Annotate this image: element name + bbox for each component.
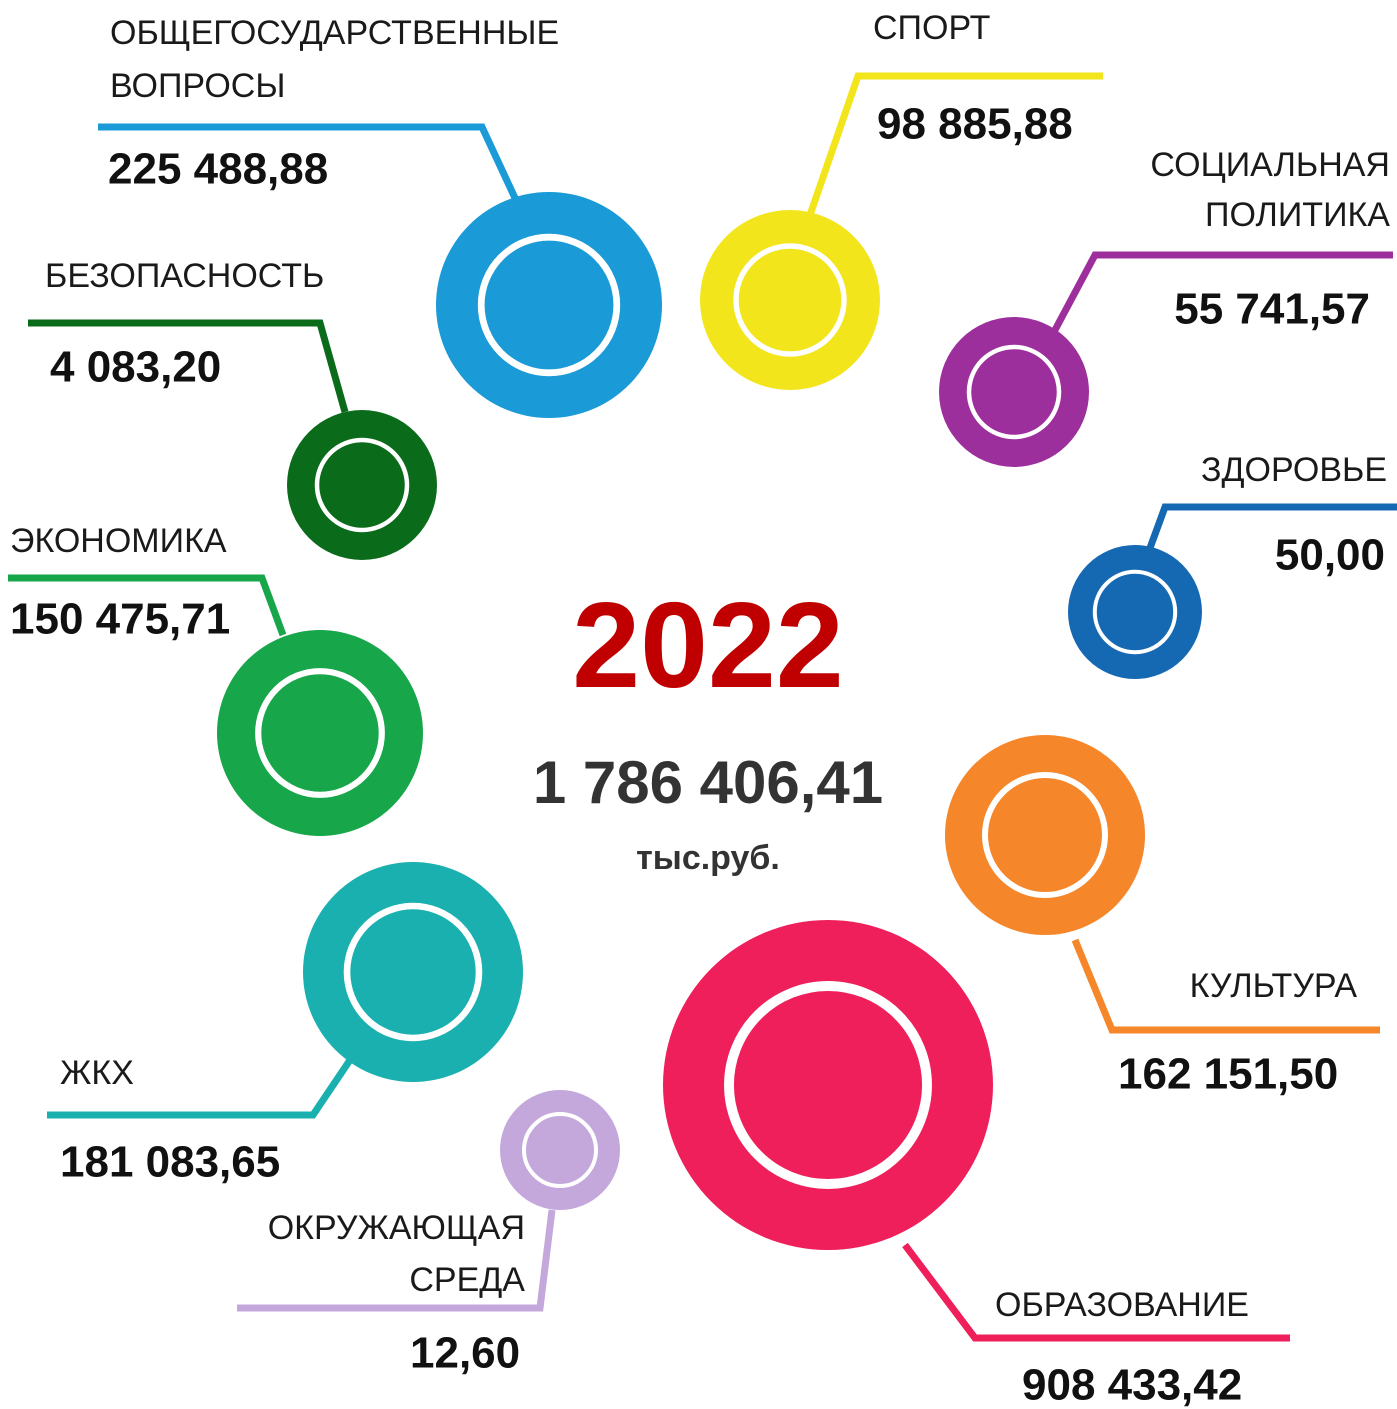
- category-label: ЗДОРОВЬЕ: [1201, 451, 1387, 489]
- leader-line: [237, 1209, 556, 1312]
- category-value: 150 475,71: [10, 595, 230, 644]
- category-circle: [945, 735, 1145, 935]
- category-label: СОЦИАЛЬНАЯ: [1150, 146, 1390, 184]
- leader-line: [1051, 251, 1393, 332]
- category-label: КУЛЬТУРА: [1190, 967, 1358, 1005]
- category-value: 162 151,50: [1118, 1050, 1338, 1099]
- category-icon: [522, 1112, 598, 1188]
- leader-line: [98, 123, 519, 200]
- category-label: ЖКХ: [60, 1054, 134, 1092]
- category-label: ПОЛИТИКА: [1205, 196, 1390, 234]
- category-value: 181 083,65: [60, 1138, 280, 1187]
- category-icon: [982, 772, 1108, 898]
- total: 1 786 406,41: [533, 749, 883, 816]
- unit: тыс.руб.: [636, 839, 780, 877]
- category-value: 908 433,42: [1022, 1361, 1242, 1409]
- category-icon: [724, 981, 932, 1189]
- category-value: 4 083,20: [50, 343, 221, 392]
- category-value: 225 488,88: [108, 145, 328, 194]
- category-circle: [303, 862, 523, 1082]
- category-icon: [966, 344, 1062, 440]
- category-icon: [255, 668, 385, 798]
- category-value: 98 885,88: [877, 100, 1073, 149]
- category-circle: [700, 210, 880, 390]
- category-label: СПОРТ: [873, 9, 990, 47]
- category-icon: [477, 233, 621, 377]
- category-value: 50,00: [1275, 531, 1385, 580]
- category-icon: [733, 243, 847, 357]
- leader-line: [47, 1058, 353, 1119]
- leader-line: [902, 1242, 1290, 1342]
- category-icon: [1092, 569, 1178, 655]
- category-icon: [314, 437, 410, 533]
- category-circle: [663, 920, 993, 1250]
- leader-line: [1146, 503, 1397, 550]
- category-label: ВОПРОСЫ: [110, 67, 285, 105]
- category-circle: [217, 630, 423, 836]
- category-label: БЕЗОПАСНОСТЬ: [45, 257, 324, 295]
- category-value: 55 741,57: [1174, 285, 1370, 334]
- leader-line: [806, 72, 1103, 217]
- category-circle: [1068, 545, 1202, 679]
- category-icon: [343, 902, 483, 1042]
- category-circle: [939, 317, 1089, 467]
- category-label: ЭКОНОМИКА: [10, 522, 227, 560]
- year: 2022: [572, 577, 843, 713]
- category-circle: [287, 410, 437, 560]
- category-circle: [500, 1090, 620, 1210]
- category-value: 12,60: [410, 1329, 520, 1378]
- leader-line: [1071, 938, 1380, 1034]
- category-circle: [436, 192, 662, 418]
- category-label: ОКРУЖАЮЩАЯ: [268, 1209, 525, 1247]
- leader-line: [28, 319, 349, 413]
- category-label: СРЕДА: [409, 1261, 525, 1299]
- leader-line: [8, 574, 287, 637]
- category-label: ОБЩЕГОСУДАРСТВЕННЫЕ: [110, 14, 559, 52]
- category-label: ОБРАЗОВАНИЕ: [995, 1286, 1249, 1324]
